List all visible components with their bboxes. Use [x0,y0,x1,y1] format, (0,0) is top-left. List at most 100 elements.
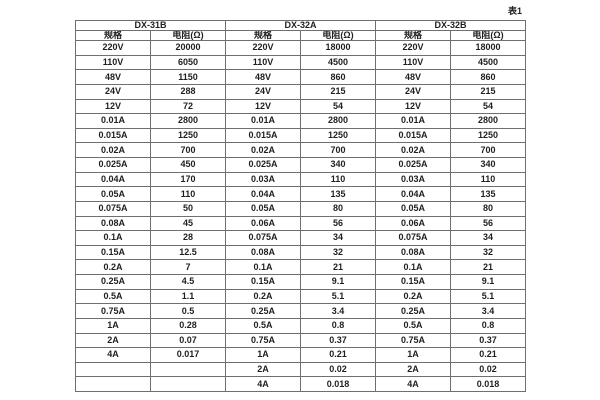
resistance-cell: 34 [300,230,376,246]
table-row: 2A 0.07 0.75A 0.37 0.75A 0.37 [75,332,526,349]
resistance-cell: 860 [300,69,376,85]
resistance-cell: 135 [300,186,376,202]
table-row: 4A 0.018 4A 0.018 [75,376,526,392]
resistance-cell: 6050 [150,54,226,71]
resistance-cell: 32 [450,244,526,261]
resistance-cell: 7 [150,259,226,275]
spec-cell: 110V [75,54,151,71]
resistance-cell: 0.07 [150,332,226,349]
spec-cell: 0.06A [225,215,301,232]
table-row: 0.75A 0.5 0.25A 3.4 0.25A 3.4 [75,303,526,319]
table-caption: 表1 [507,6,522,16]
spec-cell: 4A [375,376,451,392]
table-row: 0.2A 7 0.1A 21 0.1A 21 [75,259,526,275]
resistance-cell [150,361,226,378]
resistance-cell: 0.8 [450,317,526,334]
spec-cell: 0.03A [225,171,301,188]
spec-cell: 0.04A [375,186,451,202]
column-header: 规格 [225,30,301,41]
spec-cell: 0.03A [375,171,451,188]
spec-cell: 0.15A [225,274,301,290]
spec-cell: 0.08A [75,215,151,232]
spec-cell: 24V [375,83,451,100]
group-header: DX-31B [75,20,226,31]
spec-cell: 2A [75,332,151,349]
resistance-cell: 18000 [300,40,376,56]
resistance-cell: 3.4 [450,303,526,319]
column-header: 电阻(Ω) [300,30,376,41]
spec-cell: 0.025A [225,157,301,173]
resistance-cell: 2800 [450,113,526,129]
spec-cell: 220V [375,40,451,56]
spec-cell [75,361,151,378]
resistance-cell: 215 [300,83,376,100]
resistance-cell: 45 [150,215,226,232]
resistance-cell: 2800 [150,113,226,129]
resistance-cell: 110 [450,171,526,188]
table-row: 4A 0.017 1A 0.21 1A 0.21 [75,347,526,363]
resistance-cell: 50 [150,200,226,217]
table-row: 2A 0.02 2A 0.02 [75,361,526,378]
resistance-cell: 3.4 [300,303,376,319]
table-row: 0.25A 4.5 0.15A 9.1 0.15A 9.1 [75,274,526,290]
spec-cell: 0.1A [375,259,451,275]
spec-cell: 0.01A [225,113,301,129]
column-header: 规格 [75,30,151,41]
spec-cell: 0.02A [375,142,451,158]
resistance-cell: 0.28 [150,317,226,334]
spec-cell: 48V [75,69,151,85]
group-header-row: DX-31B DX-32A DX-32B [75,20,526,31]
spec-cell: 220V [225,40,301,56]
spec-cell: 0.75A [375,332,451,349]
spec-cell: 0.25A [225,303,301,319]
resistance-cell: 20000 [150,40,226,56]
table-row: 0.1A 28 0.075A 34 0.075A 34 [75,230,526,246]
resistance-cell: 34 [450,230,526,246]
spec-cell: 0.5A [75,288,151,305]
resistance-cell: 72 [150,98,226,115]
spec-cell: 0.05A [375,200,451,217]
spec-cell: 0.075A [75,200,151,217]
resistance-cell: 0.37 [300,332,376,349]
table-row: 0.01A 2800 0.01A 2800 0.01A 2800 [75,113,526,129]
spec-cell: 0.015A [225,127,301,144]
resistance-cell: 135 [450,186,526,202]
spec-cell: 1A [75,317,151,334]
spec-cell: 0.25A [75,274,151,290]
spec-cell: 0.1A [225,259,301,275]
resistance-table: DX-31B DX-32A DX-32B 规格 电阻(Ω) 规格 电阻(Ω) 规格 电阻(Ω) 2… [75,20,526,392]
spec-cell: 0.01A [75,113,151,129]
spec-cell: 0.08A [375,244,451,261]
resistance-cell: 4500 [300,54,376,71]
resistance-cell: 170 [150,171,226,188]
table-row: 0.15A 12.5 0.08A 32 0.08A 32 [75,244,526,261]
spec-cell: 1A [375,347,451,363]
resistance-cell: 0.21 [450,347,526,363]
spec-cell: 0.04A [225,186,301,202]
spec-cell: 24V [225,83,301,100]
spec-cell: 4A [75,347,151,363]
spec-cell: 0.02A [225,142,301,158]
spec-cell: 48V [225,69,301,85]
resistance-cell: 1250 [150,127,226,144]
table-row: 0.025A 450 0.025A 340 0.025A 340 [75,157,526,173]
spec-cell: 0.15A [75,244,151,261]
table-row: 220V 20000 220V 18000 220V 18000 [75,40,526,56]
spec-cell: 110V [225,54,301,71]
spec-cell: 0.015A [75,127,151,144]
resistance-cell: 5.1 [450,288,526,305]
spec-cell: 0.5A [225,317,301,334]
resistance-cell: 9.1 [450,274,526,290]
resistance-cell: 0.017 [150,347,226,363]
resistance-cell: 0.5 [150,303,226,319]
group-header: DX-32A [225,20,376,31]
table-row: 0.04A 170 0.03A 110 0.03A 110 [75,171,526,188]
resistance-cell: 1.1 [150,288,226,305]
resistance-cell: 0.02 [450,361,526,378]
spec-cell: 24V [75,83,151,100]
spec-cell: 0.2A [375,288,451,305]
resistance-cell: 9.1 [300,274,376,290]
spec-cell: 0.1A [75,230,151,246]
table-row: 0.02A 700 0.02A 700 0.02A 700 [75,142,526,158]
spec-cell: 12V [75,98,151,115]
